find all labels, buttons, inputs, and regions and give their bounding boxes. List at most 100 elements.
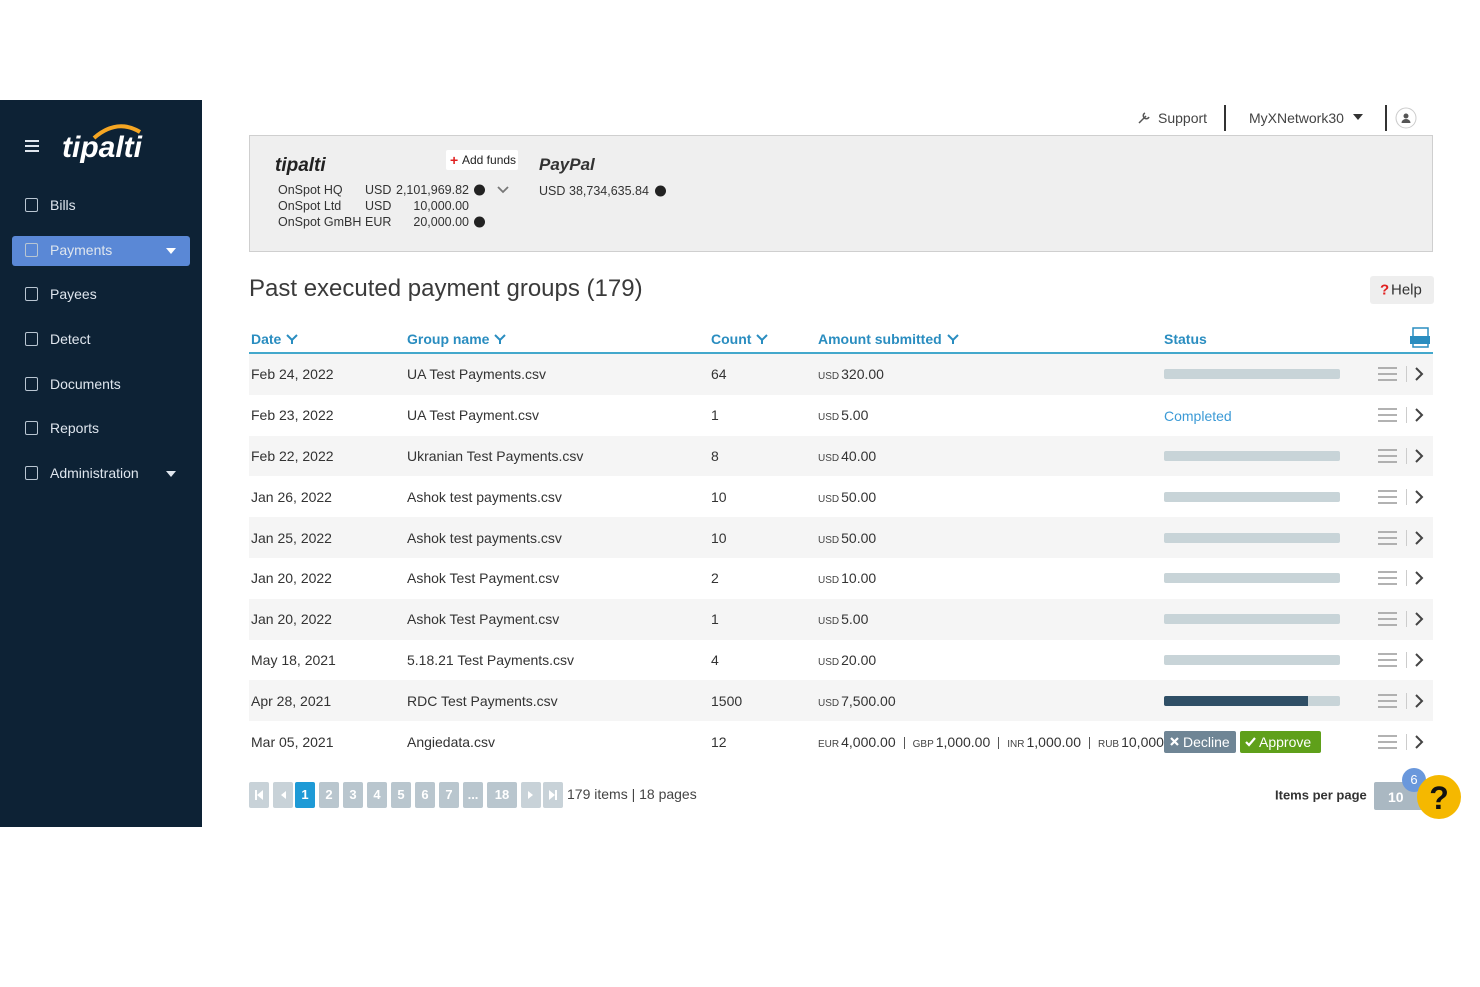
items-per-page-select[interactable]: 10 <box>1374 782 1424 810</box>
row-menu[interactable] <box>1378 407 1397 423</box>
row-menu[interactable] <box>1378 448 1397 464</box>
amount-separator <box>998 736 1000 749</box>
info-icon[interactable] <box>474 216 485 228</box>
page-nav[interactable] <box>249 782 269 808</box>
account-name: OnSpot Ltd <box>278 199 342 213</box>
header-rule <box>249 352 1433 354</box>
page-button[interactable]: 2 <box>319 782 339 808</box>
page-button[interactable]: 5 <box>391 782 411 808</box>
currency: RUB <box>1097 738 1120 750</box>
caret <box>166 471 176 477</box>
page-nav[interactable] <box>543 782 563 808</box>
date-cell: Jan 25, 2022 <box>251 529 332 546</box>
filter-icon[interactable] <box>946 334 959 344</box>
logo-swoosh <box>92 124 142 140</box>
page-button[interactable]: 18 <box>487 782 517 808</box>
page-nav[interactable] <box>273 782 293 808</box>
info-icon[interactable] <box>655 185 666 197</box>
group-cell: UA Test Payment.csv <box>407 407 540 424</box>
nav-item[interactable]: Reports <box>50 420 100 436</box>
nav-item[interactable]: Bills <box>50 197 76 213</box>
amount-cell: USD 10.00 <box>818 570 876 586</box>
account-menu[interactable]: MyXNetwork30 <box>1249 110 1344 126</box>
column-header[interactable]: Count <box>711 331 769 347</box>
page-button[interactable]: 1 <box>295 782 315 808</box>
page-button[interactable]: ... <box>463 782 483 808</box>
amount: 5.00 <box>841 611 869 628</box>
column-header[interactable]: Amount submitted <box>818 331 959 347</box>
row-divider <box>1406 733 1407 750</box>
amount-cell: USD 5.00 <box>818 407 868 423</box>
amount: 1,000.00 <box>1026 733 1081 750</box>
row-menu[interactable] <box>1378 652 1397 668</box>
support-link[interactable]: Support <box>1158 110 1208 126</box>
menu-toggle[interactable] <box>25 139 39 153</box>
nav-item[interactable]: Detect <box>50 331 91 347</box>
approve-button[interactable]: Approve <box>1240 730 1321 753</box>
date-cell: Jan 26, 2022 <box>251 488 332 505</box>
filter-icon[interactable] <box>286 334 299 344</box>
page-button[interactable]: 7 <box>439 782 459 808</box>
group-cell: Ashok test payments.csv <box>407 488 562 505</box>
row-menu[interactable] <box>1378 734 1397 750</box>
nav-item[interactable]: Payees <box>50 286 97 302</box>
count-cell: 1 <box>711 407 719 424</box>
help-bubble[interactable]: ? <box>1417 775 1461 819</box>
decline-button[interactable]: Decline <box>1164 730 1236 753</box>
help-icon: ? <box>1380 281 1390 299</box>
progress-track <box>1164 491 1340 502</box>
user-icon[interactable] <box>1395 107 1417 129</box>
row-menu[interactable] <box>1378 366 1397 382</box>
expand-icon[interactable] <box>497 186 509 194</box>
currency: USD <box>818 412 840 424</box>
account-currency: USD <box>365 199 392 213</box>
row-menu[interactable] <box>1378 530 1397 546</box>
filter-icon[interactable] <box>756 334 769 344</box>
add-funds-button[interactable] <box>446 150 518 170</box>
nav-icon <box>25 198 38 212</box>
csv-export[interactable] <box>1409 327 1431 349</box>
progress-track <box>1164 451 1340 461</box>
row-open[interactable] <box>1414 734 1424 750</box>
amount: 7,500.00 <box>841 692 896 709</box>
row-open[interactable] <box>1414 530 1424 546</box>
row-open[interactable] <box>1414 448 1424 464</box>
column-header[interactable]: Status <box>1164 331 1207 347</box>
row-menu[interactable] <box>1378 570 1397 586</box>
row-open[interactable] <box>1414 652 1424 668</box>
group-cell: Ashok Test Payment.csv <box>407 611 560 628</box>
row-menu[interactable] <box>1378 489 1397 505</box>
page-button[interactable]: 6 <box>415 782 435 808</box>
row-open[interactable] <box>1414 407 1424 423</box>
progress-track <box>1164 532 1340 543</box>
currency: USD <box>818 697 840 709</box>
help-button[interactable] <box>1370 276 1434 304</box>
add-funds-label: Add funds <box>462 153 517 167</box>
group-cell: Ashok Test Payment.csv <box>407 570 560 587</box>
row-open[interactable] <box>1414 611 1424 627</box>
page-nav[interactable] <box>521 782 541 808</box>
nav-item[interactable]: Payments <box>50 242 113 258</box>
date-cell: Mar 05, 2021 <box>251 733 334 750</box>
row-open[interactable] <box>1414 693 1424 709</box>
account-name: OnSpot GmBH <box>278 215 362 229</box>
count-cell: 2 <box>711 570 719 587</box>
nav-item[interactable]: Administration <box>50 465 139 481</box>
row-open[interactable] <box>1414 489 1424 505</box>
row-menu[interactable] <box>1378 693 1397 709</box>
group-cell: RDC Test Payments.csv <box>407 692 558 709</box>
page-button[interactable]: 4 <box>367 782 387 808</box>
filter-icon[interactable] <box>494 334 507 344</box>
row-open[interactable] <box>1414 570 1424 586</box>
column-header[interactable]: Group name <box>407 331 507 347</box>
info-icon[interactable] <box>474 184 485 196</box>
nav-item[interactable]: Documents <box>50 376 121 392</box>
column-header[interactable]: Date <box>251 331 299 347</box>
amount-cell: USD 7,500.00 <box>818 693 896 709</box>
currency: USD <box>818 657 840 668</box>
page-button[interactable]: 3 <box>343 782 363 808</box>
row-menu[interactable] <box>1378 611 1397 627</box>
account-currency: USD <box>365 183 392 197</box>
row-open[interactable] <box>1414 366 1424 382</box>
date-cell: Jan 20, 2022 <box>251 570 332 587</box>
